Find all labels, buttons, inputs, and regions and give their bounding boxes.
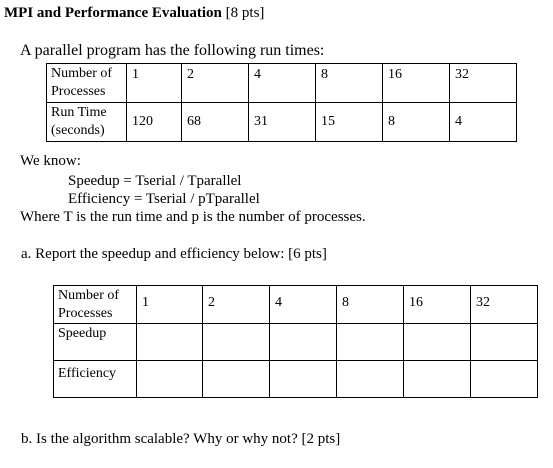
efficiency-answer-cell[interactable] bbox=[336, 360, 404, 398]
process-count: 16 bbox=[409, 295, 423, 310]
process-count: 32 bbox=[476, 295, 490, 310]
run-time-cell: 120 bbox=[126, 102, 182, 142]
header-label-line-1: Number of bbox=[58, 288, 120, 303]
speedup-answer-cell[interactable] bbox=[470, 323, 538, 361]
efficiency-answer-cell[interactable] bbox=[136, 360, 203, 398]
run-time-label-cell: Run Time (seconds) bbox=[46, 102, 127, 142]
we-know-label: We know: bbox=[20, 153, 81, 169]
header-label-cell: Number of Processes bbox=[46, 63, 127, 103]
run-time-label-line-1: Run Time bbox=[51, 105, 107, 120]
run-time-value: 120 bbox=[132, 114, 153, 129]
question-a: a. Report the speedup and efficiency bel… bbox=[21, 246, 327, 262]
efficiency-formula: Efficiency = Tserial / pTparallel bbox=[68, 191, 260, 207]
run-time-cell: 15 bbox=[315, 102, 383, 142]
efficiency-answer-cell[interactable] bbox=[269, 360, 337, 398]
process-count-cell: 16 bbox=[382, 63, 450, 103]
question-b: b. Is the algorithm scalable? Why or why… bbox=[21, 431, 341, 447]
speedup-answer-cell[interactable] bbox=[202, 323, 270, 361]
run-time-value: 68 bbox=[187, 114, 201, 129]
speedup-answer-cell[interactable] bbox=[403, 323, 471, 361]
run-time-cell: 68 bbox=[181, 102, 249, 142]
efficiency-answer-cell[interactable] bbox=[403, 360, 471, 398]
speedup-answer-cell[interactable] bbox=[269, 323, 337, 361]
header-label-cell: Number of Processes bbox=[53, 285, 137, 324]
where-definition: Where T is the run time and p is the num… bbox=[20, 209, 366, 225]
efficiency-label: Efficiency bbox=[58, 366, 117, 381]
efficiency-answer-cell[interactable] bbox=[202, 360, 270, 398]
process-count: 1 bbox=[142, 295, 149, 310]
table-row: Speedup bbox=[53, 323, 538, 361]
table-row: Run Time (seconds) 120 68 31 15 8 4 bbox=[46, 102, 517, 142]
run-time-cell: 8 bbox=[382, 102, 450, 142]
header-label-line-1: Number of bbox=[51, 66, 113, 81]
speedup-answer-cell[interactable] bbox=[336, 323, 404, 361]
process-count: 8 bbox=[321, 67, 328, 82]
process-count-cell: 2 bbox=[181, 63, 249, 103]
process-count: 32 bbox=[455, 67, 469, 82]
run-time-table: Number of Processes 1 2 4 8 16 32 Run Tim… bbox=[46, 63, 517, 142]
table-row: Efficiency bbox=[53, 360, 538, 398]
process-count: 2 bbox=[187, 67, 194, 82]
process-count-cell: 8 bbox=[336, 285, 404, 324]
process-count: 1 bbox=[132, 67, 139, 82]
process-count: 2 bbox=[208, 295, 215, 310]
run-time-cell: 31 bbox=[248, 102, 316, 142]
process-count-cell: 16 bbox=[403, 285, 471, 324]
run-time-label-line-2: (seconds) bbox=[51, 123, 105, 138]
section-title-text: MPI and Performance Evaluation bbox=[4, 5, 222, 21]
process-count: 4 bbox=[275, 295, 282, 310]
run-time-value: 15 bbox=[321, 114, 335, 129]
efficiency-label-cell: Efficiency bbox=[53, 360, 137, 398]
process-count-cell: 4 bbox=[269, 285, 337, 324]
process-count-cell: 8 bbox=[315, 63, 383, 103]
process-count-cell: 32 bbox=[449, 63, 517, 103]
header-label-line-2: Processes bbox=[51, 84, 106, 99]
efficiency-answer-cell[interactable] bbox=[470, 360, 538, 398]
process-count-cell: 4 bbox=[248, 63, 316, 103]
run-time-value: 8 bbox=[388, 114, 395, 129]
run-time-cell: 4 bbox=[449, 102, 517, 142]
speedup-answer-cell[interactable] bbox=[136, 323, 203, 361]
header-label-line-2: Processes bbox=[58, 306, 113, 321]
section-title: MPI and Performance Evaluation [8 pts] bbox=[4, 6, 264, 21]
process-count-cell: 1 bbox=[136, 285, 203, 324]
intro-text: A parallel program has the following run… bbox=[20, 42, 325, 59]
process-count: 4 bbox=[254, 67, 261, 82]
run-time-value: 4 bbox=[455, 114, 462, 129]
process-count-cell: 1 bbox=[126, 63, 182, 103]
process-count: 16 bbox=[388, 67, 402, 82]
process-count-cell: 2 bbox=[202, 285, 270, 324]
process-count-cell: 32 bbox=[470, 285, 538, 324]
answer-table: Number of Processes 1 2 4 8 16 32 Speedup… bbox=[53, 285, 538, 398]
section-points: [8 pts] bbox=[225, 5, 265, 21]
process-count: 8 bbox=[342, 295, 349, 310]
speedup-label: Speedup bbox=[58, 326, 107, 341]
run-time-value: 31 bbox=[254, 114, 268, 129]
table-row: Number of Processes 1 2 4 8 16 32 bbox=[53, 285, 538, 324]
speedup-label-cell: Speedup bbox=[53, 323, 137, 361]
table-row: Number of Processes 1 2 4 8 16 32 bbox=[46, 63, 517, 103]
speedup-formula: Speedup = Tserial / Tparallel bbox=[68, 173, 242, 189]
